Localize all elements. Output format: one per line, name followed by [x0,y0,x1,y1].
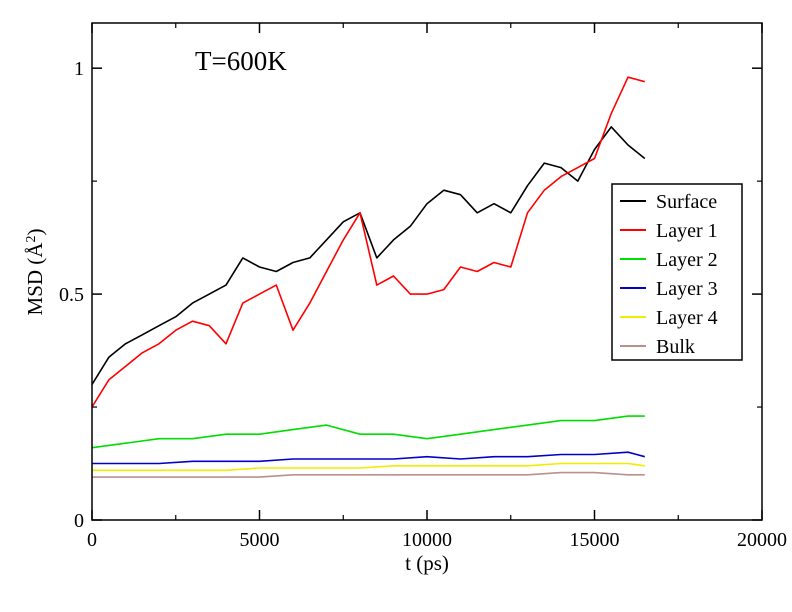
ticks-layer: 0 5000 10000 15000 20000 0 0.5 1 [59,23,787,551]
y-tick-label: 0.5 [59,284,84,306]
series-line-layer-1 [91,76,646,408]
series-line-layer-4 [92,462,645,472]
series-layer [91,76,646,478]
y-tick-label: 0 [74,510,84,532]
y-axis-label-main: MSD ( [23,258,47,316]
legend-label-bulk: Bulk [656,336,695,358]
y-tick-label: 1 [74,58,84,80]
x-tick-label: 20000 [737,529,787,551]
series-line-bulk [92,471,645,478]
series-line-layer-3 [92,451,646,465]
y-axis-label: MSD (Å2) [23,229,47,316]
legend-label-layer-4: Layer 4 [656,307,718,329]
x-tick-label: 0 [87,529,97,551]
legend-box [611,183,743,361]
y-axis-label-close: ) [23,229,47,236]
legend-label-surface: Surface [656,191,717,213]
x-tick-label: 5000 [240,529,280,551]
legend-label-layer-2: Layer 2 [656,249,718,271]
y-axis-label-exp: 2 [24,236,39,243]
legend-label-layer-3: Layer 3 [656,278,718,300]
x-axis-label: t (ps) [405,551,449,575]
series-line-surface [91,126,646,385]
x-tick-label: 10000 [402,529,452,551]
x-tick-label: 15000 [570,529,620,551]
legend-label-layer-1: Layer 1 [656,220,718,242]
series-line-layer-2 [91,415,645,449]
legend: Surface Layer 1 Layer 2 Layer 3 Layer 4 Bulk [611,183,743,361]
temperature-annotation: T=600K [195,46,287,76]
y-axis-label-unit: Å [23,242,47,258]
